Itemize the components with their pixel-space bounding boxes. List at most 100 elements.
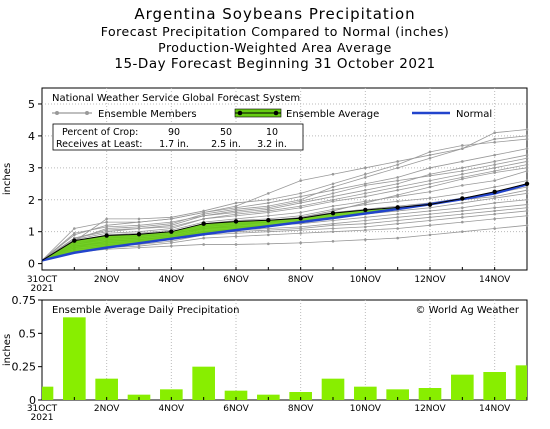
ensemble-member-point xyxy=(105,220,108,224)
daily-precip-bar xyxy=(289,392,312,400)
ensemble-member-point xyxy=(525,134,529,138)
ensemble-member-point xyxy=(331,204,335,208)
ensemble-member-point xyxy=(267,230,270,233)
ensemble-member-point xyxy=(396,216,399,219)
ensemble-member-point xyxy=(234,212,238,216)
ensemble-member-point xyxy=(525,166,529,170)
ensemble-member-point xyxy=(364,219,367,222)
ensemble-member-point xyxy=(234,231,238,235)
ensemble-average-point xyxy=(427,202,433,207)
watermark-label: © World Ag Weather xyxy=(416,305,520,316)
bar-x-tick-label: 8NOV xyxy=(288,404,314,414)
ensemble-member-point xyxy=(170,225,173,229)
ensemble-member-point xyxy=(461,172,464,176)
daily-precip-bar xyxy=(192,366,215,400)
daily-precip-bar xyxy=(386,389,409,400)
ensemble-member-point xyxy=(461,212,464,216)
ensemble-member-point xyxy=(364,166,367,170)
ensemble-average-point xyxy=(169,229,174,234)
bar-x-tick-label: 10NOV xyxy=(350,404,382,414)
ensemble-member-point xyxy=(137,227,141,230)
ensemble-member-point xyxy=(428,196,432,200)
ensemble-member-point xyxy=(364,172,367,176)
ensemble-member-point xyxy=(299,241,302,245)
ensemble-member-point xyxy=(396,182,399,186)
ensemble-member-point xyxy=(396,219,399,222)
ensemble-member-point xyxy=(461,144,464,147)
ensemble-member-point xyxy=(105,225,108,229)
percent-table-box xyxy=(52,123,304,151)
ensemble-member-point xyxy=(331,192,335,195)
ensemble-member-point xyxy=(493,206,496,210)
ensemble-member-point xyxy=(493,166,496,170)
x-tick-label: 10NOV xyxy=(350,275,382,285)
ensemble-member-point xyxy=(396,227,399,230)
ensemble-member-point xyxy=(525,185,529,189)
ensemble-member-point xyxy=(493,185,496,189)
ensemble-average-point xyxy=(266,217,271,223)
y-tick-label: 5 xyxy=(28,98,35,111)
ensemble-member-line xyxy=(41,135,528,261)
ensemble-member-line xyxy=(41,129,528,261)
ensemble-member-point xyxy=(396,188,399,192)
ensemble-member-point xyxy=(428,206,432,210)
bar-y-tick-label: 0.25 xyxy=(12,361,37,374)
daily-precip-bar xyxy=(42,386,54,400)
ensemble-member-line xyxy=(41,138,528,261)
ensemble-member-point xyxy=(525,156,529,160)
chart-subtitle-2: Production-Weighted Area Average xyxy=(158,40,392,55)
ensemble-member-point xyxy=(396,212,399,216)
daily-precip-bar xyxy=(515,365,527,400)
ensemble-average-point xyxy=(330,210,336,216)
ensemble-member-point xyxy=(525,198,529,202)
y-tick-label: 2 xyxy=(28,194,35,207)
ensemble-member-point xyxy=(493,179,496,182)
ensemble-member-point xyxy=(170,217,173,221)
percent-table-amount: 2.5 in. xyxy=(211,139,241,150)
x-tick-label: 4NOV xyxy=(159,275,185,285)
ensemble-member-point xyxy=(331,230,335,233)
percent-table-amount: 3.2 in. xyxy=(257,139,287,150)
ensemble-average-point xyxy=(298,216,303,221)
ensemble-member-point xyxy=(202,236,205,240)
ensemble-member-point xyxy=(525,214,529,218)
ensemble-member-point xyxy=(137,217,141,221)
ensemble-member-point xyxy=(428,150,432,154)
ensemble-member-point xyxy=(525,169,529,173)
ensemble-member-point xyxy=(267,209,270,213)
ensemble-member-point xyxy=(525,179,529,182)
x-tick-sublabel: 2021 xyxy=(31,284,54,294)
ensemble-member-point xyxy=(428,174,432,178)
ensemble-member-point xyxy=(493,163,496,166)
ensemble-member-point xyxy=(525,188,529,192)
y-tick-label: 1 xyxy=(28,226,35,239)
legend-normal-label: Normal xyxy=(456,109,492,120)
ensemble-member-point xyxy=(493,153,496,157)
ensemble-member-point xyxy=(267,214,270,218)
y-tick-label: 4 xyxy=(28,130,35,143)
daily-precip-bar xyxy=(63,317,86,400)
ensemble-average-point xyxy=(104,233,109,238)
ensemble-member-point xyxy=(234,209,238,213)
ensemble-member-point xyxy=(461,160,464,163)
ensemble-member-point xyxy=(299,204,302,208)
ensemble-member-point xyxy=(364,222,367,226)
bar-y-tick-label: 0 xyxy=(29,394,36,407)
ensemble-member-point xyxy=(396,163,399,166)
ensemble-member-point xyxy=(331,185,335,189)
ensemble-member-point xyxy=(331,198,335,202)
ensemble-member-point xyxy=(525,147,529,150)
ensemble-member-point xyxy=(396,160,399,163)
ensemble-member-point xyxy=(396,193,399,197)
ensemble-member-point xyxy=(267,192,270,195)
ensemble-member-point xyxy=(525,223,529,227)
ensemble-member-point xyxy=(428,153,432,157)
ensemble-member-point xyxy=(428,190,432,194)
ensemble-member-point xyxy=(299,211,302,214)
ensemble-member-point xyxy=(234,206,238,210)
ensemble-member-point xyxy=(428,166,432,170)
ensemble-member-point xyxy=(461,230,464,233)
percent-table-row2-label: Receives at Least: xyxy=(56,139,142,150)
x-tick-label: 12NOV xyxy=(414,275,446,285)
daily-precip-bar xyxy=(354,386,377,400)
